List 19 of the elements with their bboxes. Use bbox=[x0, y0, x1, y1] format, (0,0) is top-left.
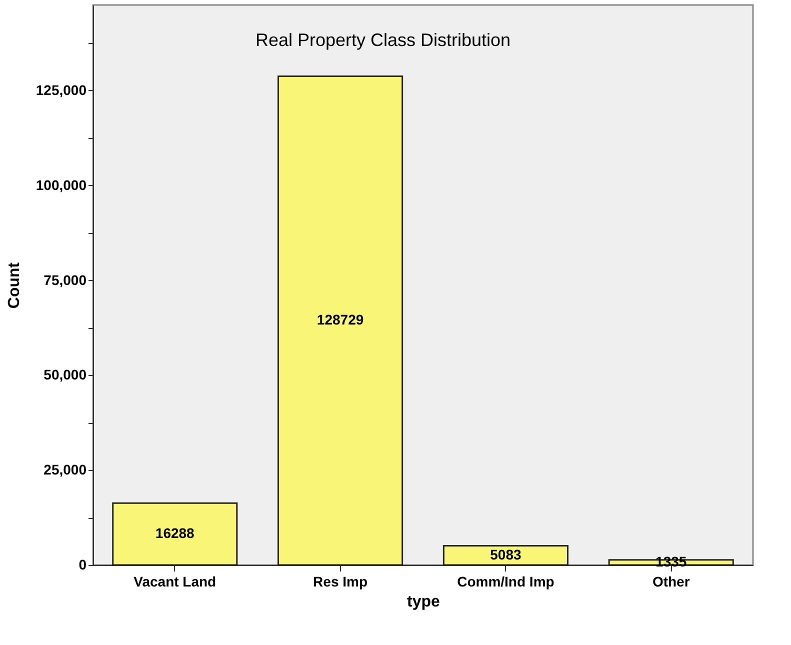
y-tick-label: 75,000 bbox=[44, 272, 87, 288]
data-label: 128729 bbox=[316, 312, 364, 328]
bar bbox=[278, 76, 404, 566]
bar bbox=[442, 544, 568, 566]
y-tick-label: 125,000 bbox=[36, 82, 87, 98]
y-tick-label: 100,000 bbox=[36, 176, 87, 193]
data-label: 16288 bbox=[155, 525, 195, 542]
y-tick-label: 0 bbox=[78, 556, 87, 572]
y-tick-label: 50,000 bbox=[44, 366, 87, 383]
x-axis-title: type bbox=[407, 594, 440, 610]
x-tick-label: Comm/Ind Imp bbox=[457, 574, 554, 590]
x-tick-label: Res Imp bbox=[313, 574, 368, 590]
bar bbox=[112, 502, 238, 566]
data-label: 5083 bbox=[490, 546, 522, 562]
x-tick-label: Other bbox=[652, 574, 690, 590]
x-tick-label: Vacant Land bbox=[134, 574, 216, 590]
text: Real Property Class Distribution bbox=[255, 30, 511, 50]
y-axis-title: Count bbox=[6, 262, 23, 309]
y-tick-label: 25,000 bbox=[44, 462, 87, 478]
